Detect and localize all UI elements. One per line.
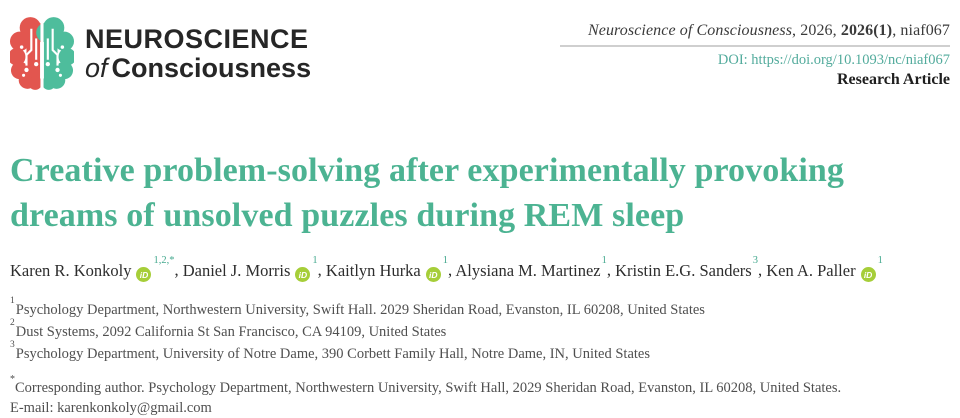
article-type-label: Research Article (837, 71, 950, 88)
article-title: Creative problem-solving after experimen… (10, 152, 845, 234)
citation-year: , 2026, (792, 22, 841, 39)
author-affiliation-superscript: 1 (312, 255, 318, 267)
affiliation-item: 2Dust Systems, 2092 California St San Fr… (10, 318, 950, 341)
journal-name-consciousness: Consciousness (111, 53, 312, 83)
email-label: E-mail: (10, 399, 58, 416)
issue-meta-block: Neuroscience of Consciousness, 2026, 202… (560, 22, 950, 89)
brain-circuit-icon (10, 13, 74, 91)
article-header-page: NEUROSCIENCE of Consciousness Neuroscienc… (10, 12, 950, 416)
author: Kristin E.G. Sanders3 (615, 255, 758, 280)
author: Daniel J. Morris iD1 (182, 255, 318, 282)
author-name: Alysiana M. Martinez (455, 260, 601, 280)
author-name: Daniel J. Morris (182, 260, 291, 280)
email-link[interactable]: karenkonkoly@gmail.com (57, 399, 212, 416)
orcid-id-icon[interactable]: iD (136, 267, 152, 282)
author-name: Karen R. Konkoly (10, 260, 132, 280)
corresponding-asterisk: * (10, 374, 15, 386)
author-affiliation-superscript: 3 (752, 255, 758, 267)
affiliation-text: Psychology Department, University of Not… (15, 345, 650, 362)
citation-journal-name: Neuroscience of Consciousness (587, 22, 793, 39)
author-name: Ken A. Paller (766, 260, 856, 280)
citation-line: Neuroscience of Consciousness, 2026, 202… (560, 22, 950, 40)
masthead: NEUROSCIENCE of Consciousness Neuroscienc… (10, 12, 950, 92)
meta-divider (560, 45, 950, 47)
doi-link[interactable]: DOI: https://doi.org/10.1093/nc/niaf067 (717, 52, 950, 68)
author-affiliation-superscript: 1 (877, 255, 883, 267)
author-name: Kristin E.G. Sanders (615, 260, 752, 280)
affiliation-list: 1Psychology Department, Northwestern Uni… (10, 295, 950, 364)
corresponding-text: Corresponding author. Psychology Departm… (15, 380, 842, 397)
author-affiliation-superscript: 1,2,* (153, 255, 175, 267)
journal-name-of: of (85, 53, 108, 83)
journal-logo-text: NEUROSCIENCE of Consciousness (85, 21, 311, 83)
orcid-id-icon[interactable]: iD (295, 267, 311, 282)
author: Alysiana M. Martinez1 (455, 255, 607, 280)
affiliation-item: 3Psychology Department, University of No… (10, 340, 950, 363)
affiliation-text: Dust Systems, 2092 California St San Fra… (15, 323, 447, 340)
journal-logo[interactable]: NEUROSCIENCE of Consciousness (10, 12, 311, 92)
author-affiliation-superscript: 1 (442, 255, 449, 267)
author-list: Karen R. Konkoly iD1,2,*, Daniel J. Morri… (10, 255, 950, 283)
orcid-id-icon[interactable]: iD (425, 267, 441, 282)
affiliation-superscript: 2 (10, 318, 15, 329)
affiliation-superscript: 1 (10, 295, 15, 306)
author: Ken A. Paller iD1 (766, 255, 883, 282)
author: Karen R. Konkoly iD1,2,* (10, 255, 174, 282)
affiliation-text: Psychology Department, Northwestern Univ… (15, 301, 705, 318)
affiliation-superscript: 3 (10, 340, 15, 351)
author-name: Kaitlyn Hurka (325, 260, 421, 280)
corresponding-author-note: *Corresponding author. Psychology Depart… (10, 374, 950, 398)
author: Kaitlyn Hurka iD1 (325, 255, 448, 282)
journal-name-line2: of Consciousness (85, 53, 312, 83)
orcid-id-icon[interactable]: iD (860, 267, 876, 282)
author-affiliation-superscript: 1 (601, 255, 607, 267)
citation-article-id: , niaf067 (892, 22, 950, 39)
affiliation-item: 1Psychology Department, Northwestern Uni… (10, 295, 950, 319)
journal-name-line1: NEUROSCIENCE (85, 23, 309, 54)
citation-volume-issue: 2026(1) (840, 22, 893, 39)
email-line: E-mail: karenkonkoly@gmail.com (10, 399, 950, 418)
